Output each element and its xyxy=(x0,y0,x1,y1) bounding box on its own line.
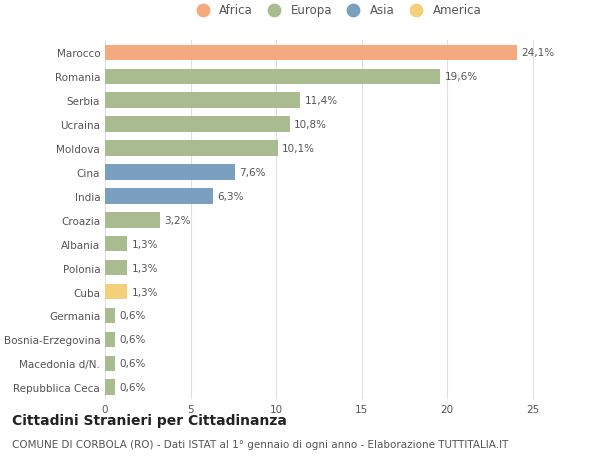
Text: 7,6%: 7,6% xyxy=(239,168,266,178)
Bar xyxy=(105,213,160,228)
Bar xyxy=(105,69,440,85)
Text: 1,3%: 1,3% xyxy=(131,263,158,273)
Text: Cittadini Stranieri per Cittadinanza: Cittadini Stranieri per Cittadinanza xyxy=(12,414,287,428)
Text: 0,6%: 0,6% xyxy=(119,311,146,321)
Text: 10,8%: 10,8% xyxy=(294,120,327,130)
Text: 1,3%: 1,3% xyxy=(131,287,158,297)
Text: 0,6%: 0,6% xyxy=(119,335,146,345)
Text: 10,1%: 10,1% xyxy=(282,144,315,154)
Text: 3,2%: 3,2% xyxy=(164,215,191,225)
Bar xyxy=(105,45,517,61)
Bar xyxy=(105,141,278,157)
Bar xyxy=(105,165,235,180)
Text: 24,1%: 24,1% xyxy=(521,48,555,58)
Bar xyxy=(105,284,127,300)
Bar xyxy=(105,117,290,133)
Text: 0,6%: 0,6% xyxy=(119,382,146,392)
Bar xyxy=(105,380,115,395)
Text: 6,3%: 6,3% xyxy=(217,191,244,202)
Text: 11,4%: 11,4% xyxy=(304,96,337,106)
Text: 1,3%: 1,3% xyxy=(131,239,158,249)
Text: 0,6%: 0,6% xyxy=(119,358,146,369)
Bar xyxy=(105,332,115,347)
Bar xyxy=(105,93,300,109)
Legend: Africa, Europa, Asia, America: Africa, Europa, Asia, America xyxy=(191,4,481,17)
Bar xyxy=(105,189,213,204)
Bar xyxy=(105,356,115,371)
Bar xyxy=(105,308,115,324)
Bar xyxy=(105,260,127,276)
Bar xyxy=(105,236,127,252)
Text: 19,6%: 19,6% xyxy=(445,72,478,82)
Text: COMUNE DI CORBOLA (RO) - Dati ISTAT al 1° gennaio di ogni anno - Elaborazione TU: COMUNE DI CORBOLA (RO) - Dati ISTAT al 1… xyxy=(12,440,508,449)
